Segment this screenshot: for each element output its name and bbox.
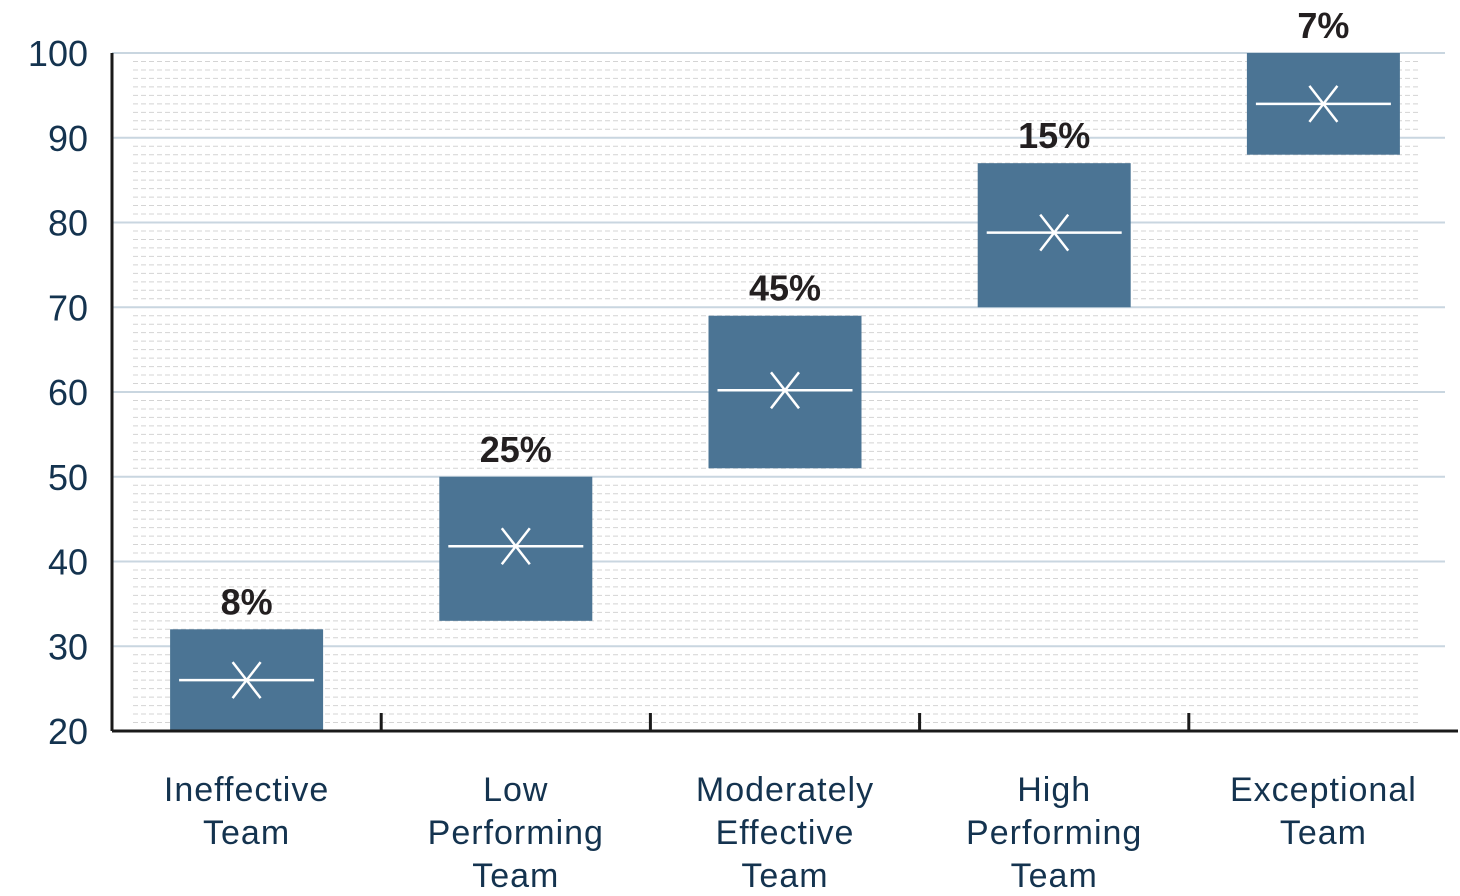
y-tick-label: 70 — [48, 287, 88, 328]
category-box-group: 45% — [708, 268, 862, 469]
category-box-group: 7% — [1246, 5, 1400, 155]
y-axis-ticks: 20 30 40 50 60 70 80 90 100 — [28, 33, 88, 752]
mean-x-marker — [448, 527, 584, 566]
category-box-group: 25% — [439, 429, 593, 621]
category-label: Low Performing Team — [428, 771, 604, 895]
y-tick-label: 60 — [48, 372, 88, 413]
category-box-group: 15% — [977, 115, 1131, 308]
y-tick-label: 90 — [48, 118, 88, 159]
mean-x-marker — [717, 371, 853, 410]
category-box-group: 8% — [170, 581, 324, 731]
x-axis-labels: Ineffective Team Low Performing Team Moderate… — [164, 771, 1417, 895]
percent-data-label: 7% — [1297, 5, 1349, 46]
grid-lines — [112, 52, 1445, 724]
mean-x-marker — [179, 661, 315, 699]
range-box — [439, 476, 593, 621]
percent-data-label: 25% — [480, 429, 552, 470]
percent-data-label: 8% — [221, 581, 273, 622]
y-tick-label: 50 — [48, 457, 88, 498]
range-box — [977, 163, 1131, 308]
category-label: High Performing Team — [966, 771, 1142, 895]
percent-data-label: 15% — [1018, 115, 1090, 156]
mean-x-marker — [1255, 85, 1391, 123]
category-label: Moderately Effective Team — [696, 771, 874, 895]
category-label: Exceptional Team — [1230, 771, 1417, 852]
category-label: Ineffective Team — [164, 771, 329, 852]
mean-x-marker — [986, 213, 1122, 252]
y-tick-label: 30 — [48, 626, 88, 667]
boxes: 8% 25% 45% 15% 7% — [170, 5, 1400, 731]
y-tick-label: 100 — [28, 33, 88, 74]
y-tick-label: 20 — [48, 711, 88, 752]
y-tick-label: 40 — [48, 542, 88, 583]
percent-data-label: 45% — [749, 268, 821, 309]
axes — [110, 53, 1458, 733]
y-tick-label: 80 — [48, 203, 88, 244]
